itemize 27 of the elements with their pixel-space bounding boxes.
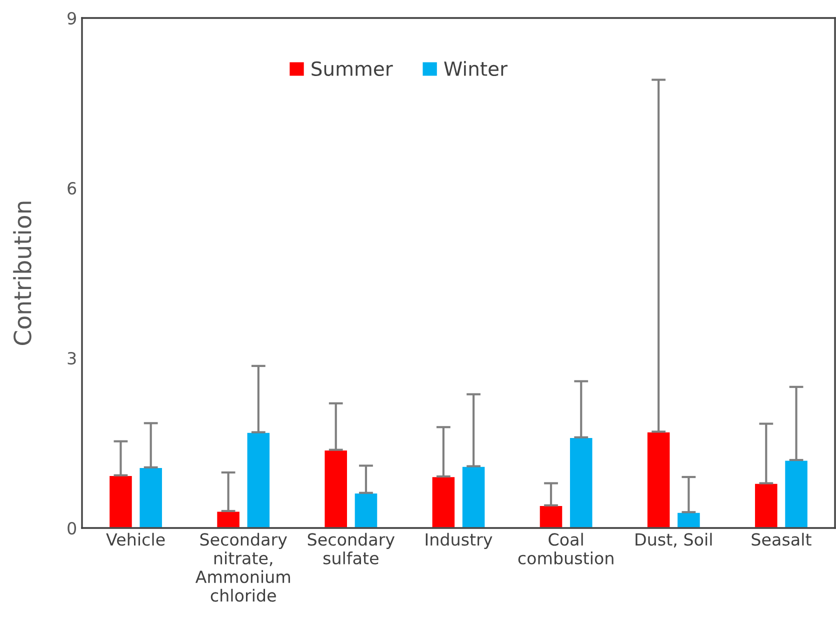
y-axis-title: Contribution bbox=[13, 202, 32, 345]
y-tick-label: 3 bbox=[68, 352, 76, 365]
bar bbox=[108, 474, 134, 528]
y-tick-label: 6 bbox=[68, 182, 76, 195]
x-tick-label: Vehicle bbox=[106, 532, 165, 546]
x-tick-label: Seasalt bbox=[752, 532, 812, 546]
y-tick-label: 0 bbox=[68, 522, 76, 535]
bar bbox=[646, 430, 672, 528]
bar bbox=[353, 492, 379, 528]
x-tick-label: Dust, Soil bbox=[636, 532, 712, 548]
legend-label: Winter bbox=[444, 61, 508, 76]
bar bbox=[430, 476, 456, 528]
legend-label: Summer bbox=[312, 61, 393, 76]
bar bbox=[754, 482, 779, 528]
bar bbox=[538, 504, 564, 528]
x-tick-label: Industry bbox=[426, 532, 492, 549]
x-tick-label: Secondary sulfate bbox=[308, 532, 395, 564]
bar bbox=[568, 436, 594, 528]
bar bbox=[323, 449, 348, 528]
bar bbox=[246, 432, 271, 528]
x-tick-label: Coal combustion bbox=[518, 532, 614, 564]
bar bbox=[138, 466, 164, 528]
bar bbox=[784, 459, 809, 528]
y-tick-label: 9 bbox=[68, 12, 76, 25]
bar bbox=[461, 466, 486, 528]
x-tick-label: Secondary nitrate, Ammonium chloride bbox=[195, 532, 290, 602]
bar bbox=[676, 511, 702, 528]
